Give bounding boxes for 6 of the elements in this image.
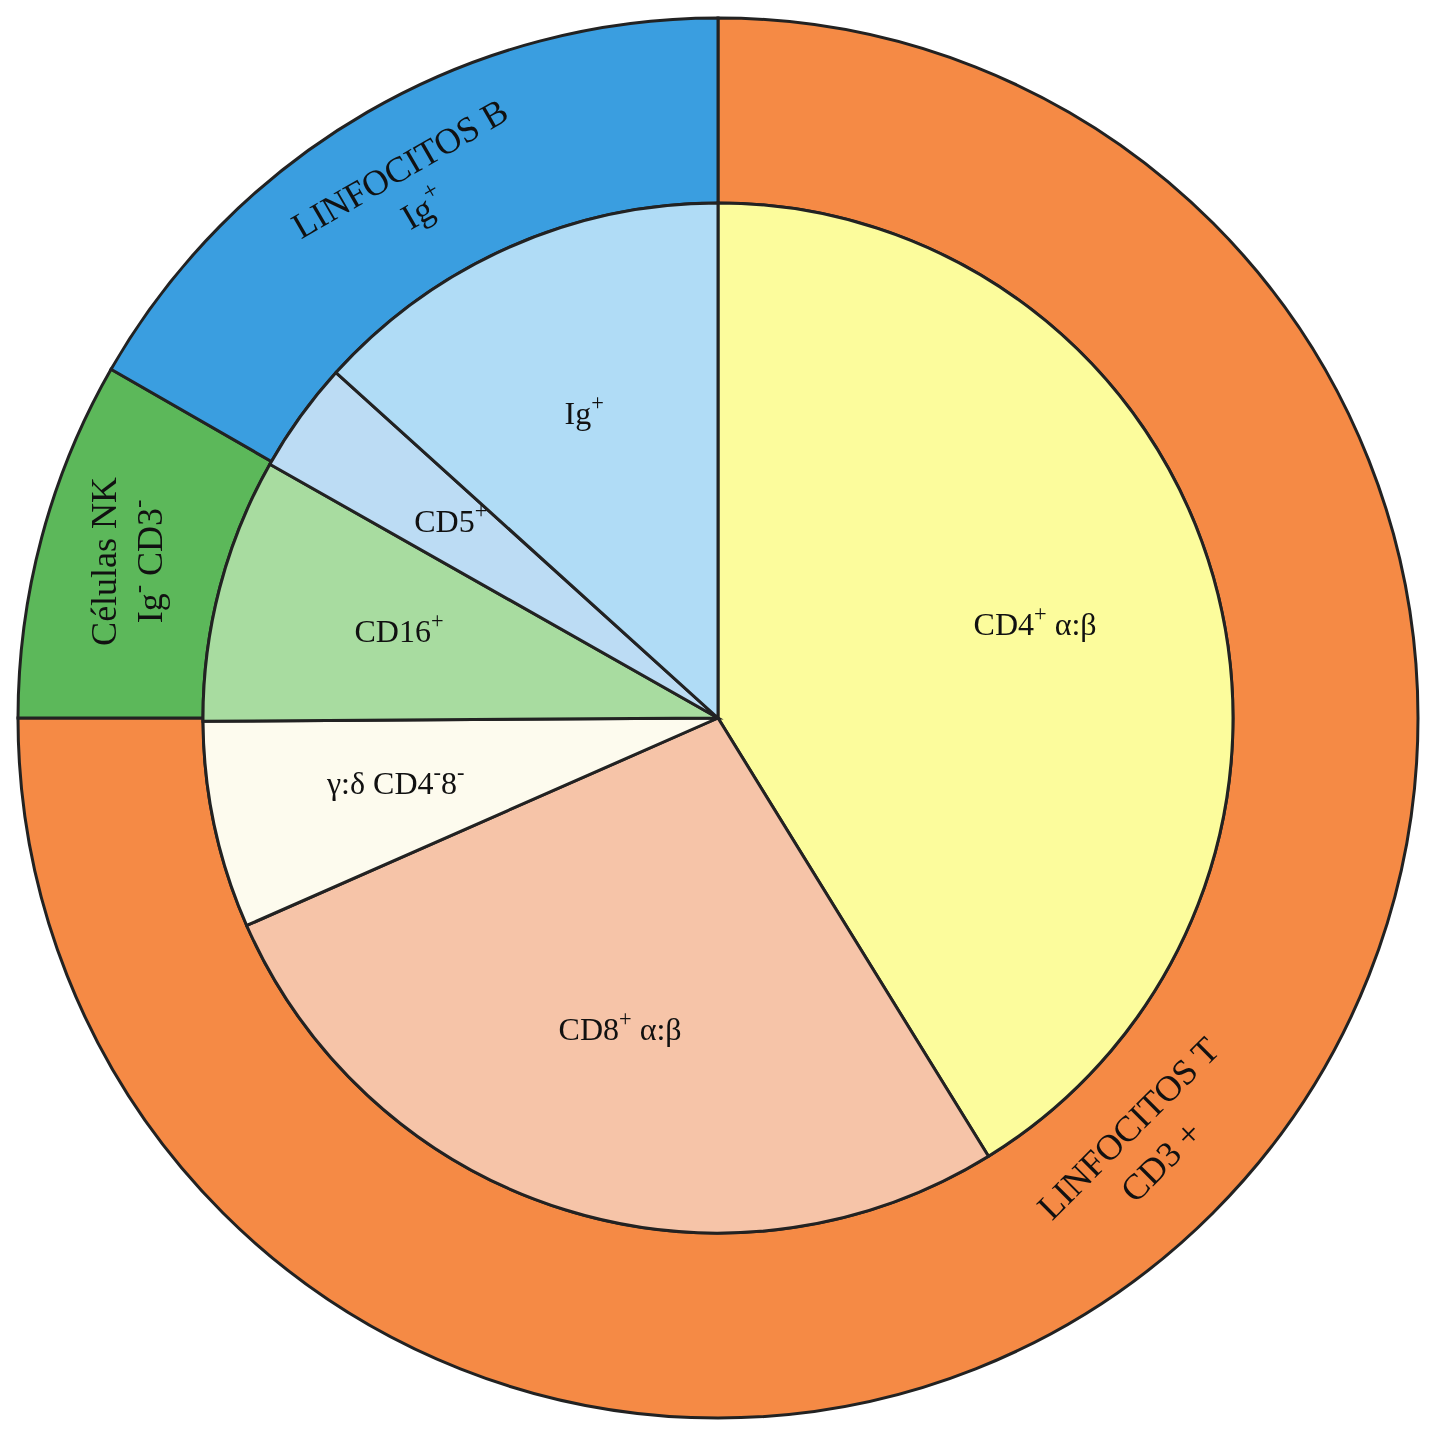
slice-label: Ig$^{+}$ (564, 389, 604, 432)
slice-label: CD5$^{+}$ (414, 497, 488, 540)
slice-label: CD8$^{+}$ α:β (558, 1005, 682, 1048)
slice-label: γ:δ CD4$^{-}$8$^{-}$ (325, 759, 465, 802)
slice-label: CD4$^{+}$ α:β (973, 600, 1097, 643)
slice-label: CD16$^{+}$ (354, 607, 444, 650)
